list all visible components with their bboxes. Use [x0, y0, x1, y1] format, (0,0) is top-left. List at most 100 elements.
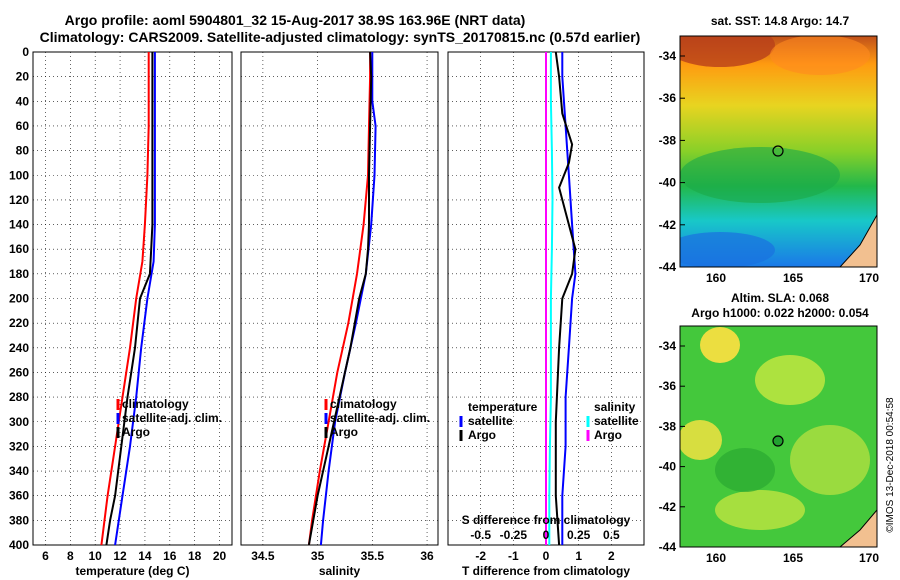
y-tick-label: 0 [22, 45, 29, 59]
x-tick-label: -1 [508, 549, 519, 563]
salinity-panel: 34.5 35 35.5 36 salinity climatologysatellite… [240, 51, 439, 578]
x-tick-label: 18 [188, 549, 202, 563]
series-climatology [100, 52, 150, 546]
map-y-tick-label: -42 [659, 500, 677, 514]
y-tick-label: 80 [16, 144, 30, 158]
land-new-zealand [839, 509, 877, 547]
x-tick-label: 36 [420, 549, 434, 563]
sst-warm-patch [680, 36, 775, 67]
y-tick-label: 140 [9, 218, 29, 232]
temperature-panel: 0 20 40 60 80 100 120 140 160 180 200 220 240 260 280 3… [9, 45, 233, 578]
y-tick-label: 320 [9, 439, 29, 453]
x-tick-label: 0 [543, 549, 550, 563]
legend-label: satellite-adj. clim. [330, 411, 430, 425]
y-tick-label: 20 [16, 70, 30, 84]
map-x-tick-label: 160 [706, 551, 726, 565]
legend-label: climatology [122, 397, 189, 411]
map-y-tick-label: -44 [659, 540, 677, 554]
map-y-tick-label: -44 [659, 260, 677, 274]
y-tick-label: 300 [9, 415, 29, 429]
land-new-zealand [839, 213, 877, 267]
legend-label: Argo [594, 428, 622, 442]
y-tick-label: 240 [9, 341, 29, 355]
x-tick-label: 16 [163, 549, 177, 563]
y-tick-label: 360 [9, 489, 29, 503]
series-argo [307, 51, 373, 546]
x-top-tick-label: 0 [543, 528, 550, 542]
sla-high-patch [790, 425, 870, 495]
legend-title-temperature: temperature [468, 400, 538, 414]
map-y-tick-label: -36 [659, 379, 677, 393]
y-tick-label: 180 [9, 267, 29, 281]
legend-label: Argo [468, 428, 496, 442]
series-argo [105, 52, 154, 546]
sst-map: sat. SST: 14.8 Argo: 14.7 -34 -36 -38 -40 -4… [659, 14, 880, 285]
series-climatology [307, 52, 372, 546]
title-line1: Argo profile: aoml 5904801_32 15-Aug-201… [65, 12, 526, 28]
y-tick-label: 40 [16, 94, 30, 108]
x-tick-label: 14 [138, 549, 152, 563]
map-x-tick-label: 165 [783, 551, 803, 565]
x-tick-label: 8 [67, 549, 74, 563]
map-y-tick-label: -34 [659, 339, 677, 353]
series-t-satellite [561, 52, 577, 545]
y-tick-label: 160 [9, 242, 29, 256]
salinity-xlabel: salinity [319, 564, 361, 578]
legend-label: Argo [122, 425, 150, 439]
sla-map: Altim. SLA: 0.068 Argo h1000: 0.022 h200… [659, 291, 880, 565]
sla-map-frame [679, 325, 878, 548]
x-tick-label: 1 [575, 549, 582, 563]
x-tick-label: 35.5 [361, 549, 385, 563]
sst-map-frame [679, 35, 878, 268]
title-line2: Climatology: CARS2009. Satellite-adjuste… [40, 29, 641, 45]
map-x-tick-label: 165 [783, 271, 803, 285]
sla-high-patch [755, 355, 825, 405]
x-tick-label: 34.5 [251, 549, 275, 563]
sst-green-patch [680, 147, 840, 203]
x-top-tick-label: 0.5 [603, 528, 620, 542]
y-tick-label: 340 [9, 464, 29, 478]
legend-label: satellite [594, 414, 639, 428]
map-y-tick-label: -42 [659, 218, 677, 232]
y-tick-label: 400 [9, 538, 29, 552]
map-y-tick-label: -38 [659, 133, 677, 147]
sla-map-title2: Argo h1000: 0.022 h2000: 0.054 [691, 306, 869, 320]
sla-map-title1: Altim. SLA: 0.068 [731, 291, 829, 305]
legend-title-salinity: salinity [594, 400, 636, 414]
series-satellite-adj-clim- [114, 52, 156, 546]
sla-high-patch [680, 420, 722, 460]
temperature-plot-area [32, 51, 233, 546]
y-tick-label: 60 [16, 119, 30, 133]
x-top-tick-label: -0.5 [470, 528, 491, 542]
argo-location-marker [772, 145, 784, 157]
map-x-tick-label: 170 [859, 551, 879, 565]
sst-cold-patch [680, 232, 775, 267]
x-top-tick-label: -0.25 [500, 528, 528, 542]
sla-high-patch [715, 490, 805, 530]
x-top-tick-label: 0.25 [567, 528, 591, 542]
sla-high-patch [700, 327, 740, 363]
sst-map-title: sat. SST: 14.8 Argo: 14.7 [711, 14, 850, 28]
y-tick-label: 220 [9, 316, 29, 330]
y-tick-label: 200 [9, 292, 29, 306]
x-tick-label: 2 [608, 549, 615, 563]
map-y-tick-label: -36 [659, 91, 677, 105]
y-tick-label: 260 [9, 365, 29, 379]
sla-low-patch [715, 448, 775, 492]
temperature-xlabel: temperature (deg C) [75, 564, 189, 578]
x-tick-label: -2 [475, 549, 486, 563]
legend-label: climatology [330, 397, 397, 411]
y-tick-label: 280 [9, 390, 29, 404]
map-x-tick-label: 160 [706, 271, 726, 285]
x-tick-label: 35 [311, 549, 325, 563]
credit-text: ©IMOS 13-Dec-2018 00:54:58 [885, 397, 896, 533]
x-tick-label: 6 [42, 549, 49, 563]
salinity-plot-area [240, 51, 439, 546]
legend-label: satellite-adj. clim. [122, 411, 222, 425]
map-y-tick-label: -40 [659, 460, 677, 474]
legend-label: Argo [330, 425, 358, 439]
series-s-satellite [548, 52, 554, 545]
difference-xlabel-top: S difference from climatology [462, 513, 631, 527]
y-tick-label: 100 [9, 168, 29, 182]
